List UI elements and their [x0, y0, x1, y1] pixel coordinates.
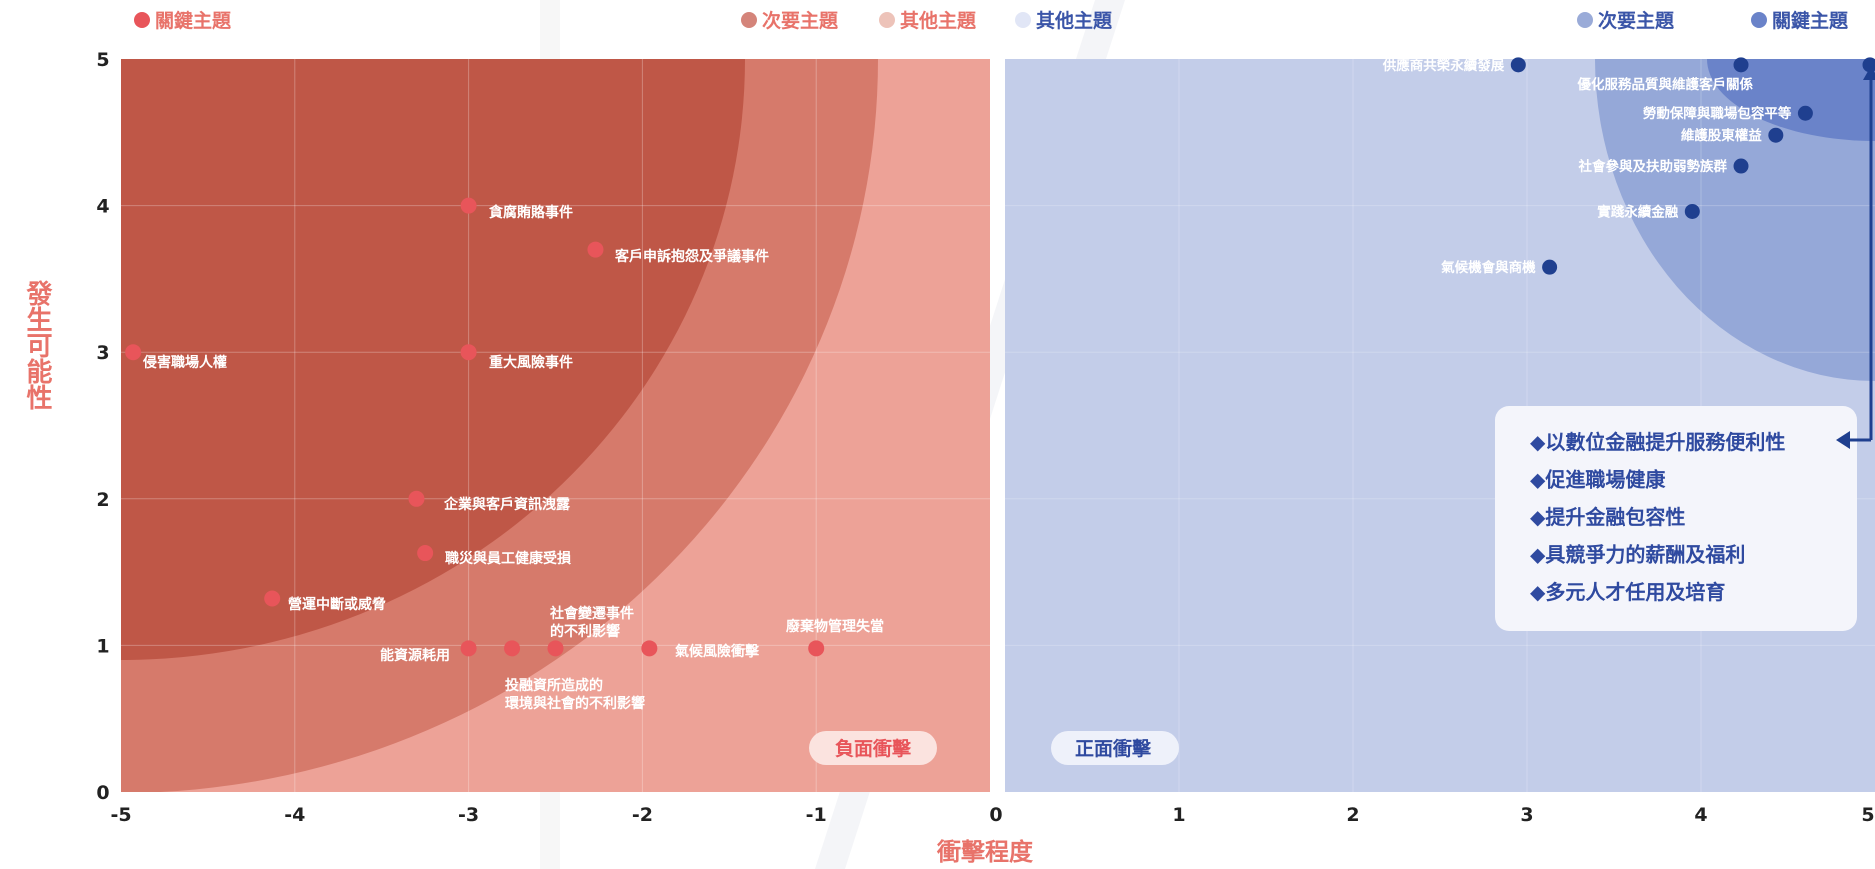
- point-label: 社會變遷事件: [549, 605, 634, 622]
- point-label: 企業與客戶資訊洩露: [443, 496, 571, 513]
- point-label: 的不利影響: [550, 623, 620, 640]
- callout-item: ◆多元人才任用及培育: [1530, 580, 1725, 604]
- x-tick-label: -4: [284, 804, 305, 826]
- callout-box: [1495, 406, 1857, 631]
- point-label: 氣候機會與商機: [1441, 259, 1536, 276]
- negative-quadrant: [121, 59, 990, 792]
- data-point: [1542, 259, 1558, 275]
- callout-list: ◆以數位金融提升服務便利性 ◆促進職場健康 ◆提升金融包容性 ◆具競爭力的薪酬及福利 ◆…: [1530, 430, 1785, 604]
- y-tick-label: 3: [96, 342, 109, 364]
- point-label: 供應商共榮永續發展: [1382, 57, 1505, 74]
- data-point: [547, 640, 564, 657]
- point-label: 侵害職場人權: [142, 354, 227, 371]
- negative-points: [125, 197, 825, 657]
- legend-swatch: [879, 12, 895, 28]
- data-point: [460, 197, 477, 214]
- point-label: 營運中斷或威脅: [288, 596, 386, 613]
- data-point: [1733, 158, 1749, 174]
- data-point: [1684, 203, 1700, 219]
- y-tick-label: 4: [96, 196, 109, 218]
- data-point: [125, 344, 142, 361]
- legend-left: 關鍵主題 次要主題 其他主題: [134, 9, 977, 32]
- x-tick-label: 3: [1520, 804, 1533, 826]
- negative-point-labels: 貪腐賄賂事件 客戶申訴抱怨及爭議事件 侵害職場人權 重大風險事件 企業與客戶資訊…: [142, 204, 884, 712]
- point-label: 重大風險事件: [489, 354, 573, 371]
- point-label: 維護股東權益: [1681, 127, 1762, 144]
- x-tick-label: 2: [1346, 804, 1359, 826]
- data-point: [460, 640, 477, 657]
- positive-points: 供應商共榮永續發展優化服務品質與維護客戶關係勞動保障與職場包容平等維護股東權益社…: [1382, 57, 1875, 276]
- x-tick-label: 4: [1694, 804, 1707, 826]
- negative-impact-badge: [809, 731, 937, 765]
- point-label: 職災與員工健康受損: [445, 550, 572, 567]
- point-label: 環境與社會的不利影響: [505, 695, 645, 712]
- point-label: 實踐永續金融: [1597, 203, 1678, 220]
- legend-swatch: [134, 12, 150, 28]
- callout-item: ◆以數位金融提升服務便利性: [1530, 430, 1785, 454]
- negative-key-zone: [121, 59, 745, 660]
- y-tick-label: 1: [96, 635, 109, 657]
- x-tick-label: 5: [1861, 804, 1874, 826]
- callout-item: ◆促進職場健康: [1530, 468, 1666, 492]
- point-label: 廢棄物管理失當: [786, 618, 884, 635]
- data-point: [641, 640, 658, 657]
- point-label: 能資源耗用: [380, 647, 450, 664]
- point-label: 勞動保障與職場包容平等: [1643, 105, 1792, 122]
- legend-right: 其他主題 次要主題 關鍵主題: [1015, 9, 1849, 32]
- point-label: 優化服務品質與維護客戶關係: [1577, 76, 1754, 93]
- gridlines: [121, 59, 1875, 792]
- data-point: [408, 490, 425, 507]
- legend-label: 次要主題: [1598, 9, 1675, 32]
- x-tick-label: -5: [110, 804, 131, 826]
- positive-impact-badge: [1051, 731, 1179, 765]
- legend-label: 關鍵主題: [155, 9, 232, 32]
- legend-label: 其他主題: [900, 9, 977, 32]
- data-point: [460, 344, 477, 361]
- y-axis-ticks: 0 1 2 3 4 5: [96, 49, 109, 804]
- x-axis-ticks: -5 -4 -3 -2 -1 0 1 2 3 4 5: [110, 804, 1874, 826]
- data-point: [1768, 127, 1784, 143]
- legend-label: 關鍵主題: [1772, 9, 1849, 32]
- legend-swatch: [1577, 12, 1593, 28]
- point-label: 投融資所造成的: [505, 677, 603, 694]
- y-tick-label: 2: [96, 489, 109, 511]
- data-point: [808, 640, 825, 657]
- x-axis-title: 衝擊程度: [936, 838, 1034, 866]
- legend-swatch: [1751, 12, 1767, 28]
- point-label: 氣候風險衝擊: [675, 643, 760, 660]
- x-tick-label: -1: [806, 804, 827, 826]
- data-point: [417, 545, 434, 562]
- point-label: 社會參與及扶助弱勢族群: [1578, 158, 1728, 175]
- callout-item: ◆具競爭力的薪酬及福利: [1530, 543, 1745, 567]
- negative-impact-label: 負面衝擊: [835, 737, 912, 760]
- y-tick-label: 0: [96, 782, 109, 804]
- y-tick-label: 5: [96, 49, 109, 71]
- positive-impact-label: 正面衝擊: [1075, 737, 1152, 760]
- legend-label: 其他主題: [1036, 9, 1113, 32]
- data-point: [1797, 105, 1813, 121]
- y-axis-title: 發生可能性: [22, 280, 53, 410]
- data-point: [1733, 57, 1749, 73]
- x-tick-label: 1: [1172, 804, 1185, 826]
- callout-arrow: [1836, 66, 1875, 449]
- data-point: [504, 640, 521, 657]
- callout-item: ◆提升金融包容性: [1530, 505, 1685, 529]
- point-label: 貪腐賄賂事件: [488, 204, 573, 221]
- data-point: [264, 590, 281, 607]
- positive-secondary-zone: [1595, 59, 1875, 381]
- x-tick-label: 0: [989, 804, 1002, 826]
- x-tick-label: -2: [632, 804, 653, 826]
- positive-key-zone: [1707, 59, 1875, 141]
- data-point: [587, 241, 604, 258]
- data-point: [1510, 57, 1526, 73]
- x-tick-label: -3: [458, 804, 479, 826]
- legend-swatch: [1015, 12, 1031, 28]
- legend-label: 次要主題: [762, 9, 839, 32]
- legend-swatch: [741, 12, 757, 28]
- point-label: 客戶申訴抱怨及爭議事件: [614, 248, 769, 265]
